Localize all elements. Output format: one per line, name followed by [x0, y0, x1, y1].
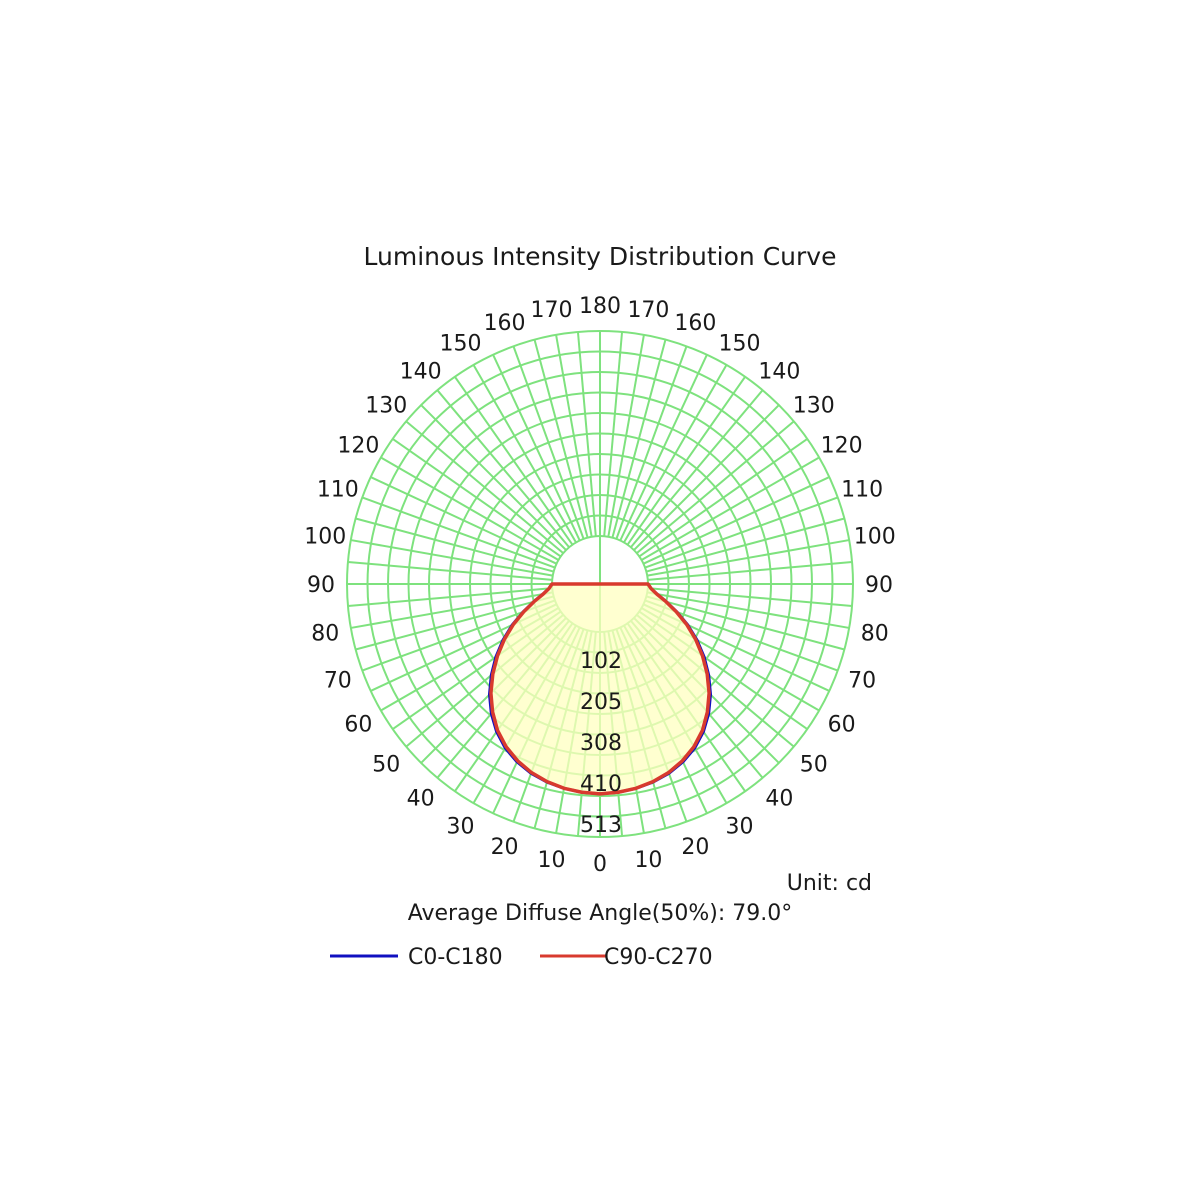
angle-label: 60 — [828, 713, 856, 738]
unit-label: Unit: cd — [787, 871, 872, 896]
series-curve-c90-c270 — [489, 582, 711, 796]
grid-spoke — [607, 334, 645, 537]
angle-label: 110 — [841, 478, 883, 503]
grid-spoke — [646, 595, 845, 651]
grid-spoke — [647, 587, 853, 608]
grid-spoke — [355, 517, 554, 573]
angle-label: 150 — [440, 331, 482, 356]
angle-label: 110 — [317, 478, 359, 503]
angle-label: 10 — [634, 848, 662, 873]
angle-label: 150 — [719, 331, 761, 356]
angle-label: 180 — [579, 294, 621, 319]
grid-spoke — [643, 476, 830, 565]
grid-spoke — [638, 438, 808, 558]
angle-label: 160 — [674, 311, 716, 336]
grid-spoke — [630, 389, 764, 548]
angle-label: 60 — [344, 713, 372, 738]
grid-spoke — [492, 354, 581, 541]
chart-title: Luminous Intensity Distribution Curve — [364, 242, 837, 271]
grid-spoke — [405, 420, 564, 554]
angle-label: 30 — [726, 815, 754, 840]
grid-spoke — [454, 376, 574, 546]
grid-spoke — [641, 456, 820, 561]
grid-spoke — [350, 539, 553, 577]
grid-spoke — [623, 364, 728, 543]
grid-spoke — [370, 476, 557, 565]
grid-spoke — [647, 539, 850, 577]
angle-label: 100 — [304, 525, 346, 550]
angle-label: 0 — [593, 852, 607, 877]
series-curves — [487, 582, 713, 796]
grid-spoke — [472, 364, 577, 543]
angle-label: 130 — [365, 394, 407, 419]
angle-label: 170 — [531, 298, 573, 323]
grid-spoke — [636, 420, 795, 554]
grid-spoke — [615, 345, 688, 540]
grid-spoke — [647, 591, 850, 629]
angle-label: 70 — [324, 668, 352, 693]
grid-spoke — [644, 496, 839, 569]
grid-spoke — [647, 560, 853, 581]
grid-spoke — [347, 587, 553, 608]
grid-spoke — [619, 354, 708, 541]
angle-label: 50 — [372, 752, 400, 777]
angle-label: 20 — [681, 835, 709, 860]
ring-tick-label: 513 — [580, 813, 622, 838]
grid-spoke — [603, 331, 624, 537]
angle-label: 80 — [311, 621, 339, 646]
angle-label: 20 — [491, 835, 519, 860]
angle-label: 90 — [307, 573, 335, 598]
ring-tick-label: 410 — [580, 772, 622, 797]
angle-label: 140 — [758, 359, 800, 384]
grid-spoke — [436, 389, 570, 548]
legend-label-c90-c270: C90-C270 — [604, 945, 713, 970]
grid-spoke — [611, 339, 667, 538]
grid-spoke — [633, 404, 780, 551]
grid-spoke — [646, 517, 845, 573]
intensity-fill — [489, 584, 711, 794]
ring-tick-label: 102 — [580, 649, 622, 674]
grid-spoke — [576, 331, 597, 537]
angle-label: 10 — [538, 848, 566, 873]
angle-label: 90 — [865, 573, 893, 598]
grid-spoke — [392, 438, 562, 558]
legend: C0-C180 C90-C270 — [330, 945, 713, 970]
angle-label: 70 — [848, 668, 876, 693]
angle-label: 140 — [400, 359, 442, 384]
angle-label: 40 — [407, 787, 435, 812]
angle-label: 40 — [765, 787, 793, 812]
angle-label: 50 — [800, 752, 828, 777]
grid-spoke — [626, 376, 746, 546]
ring-tick-label: 205 — [580, 690, 622, 715]
angle-label: 160 — [484, 311, 526, 336]
ring-tick-label: 308 — [580, 731, 622, 756]
angle-label: 80 — [861, 621, 889, 646]
ring-labels: 102 205 308 410 513 — [580, 649, 622, 838]
angle-label: 130 — [793, 394, 835, 419]
legend-label-c0-c180: C0-C180 — [408, 945, 503, 970]
diffuse-angle-label: Average Diffuse Angle(50%): 79.0° — [408, 901, 793, 926]
grid-spoke — [361, 496, 556, 569]
grid-spoke — [533, 339, 589, 538]
grid-spoke — [347, 560, 553, 581]
intensity-area — [489, 584, 711, 794]
angle-label: 30 — [447, 815, 475, 840]
angle-label: 100 — [854, 525, 896, 550]
grid-spoke — [355, 595, 554, 651]
angle-labels: 0102030405060708090100110120130140150160… — [304, 294, 896, 877]
angle-label: 170 — [627, 298, 669, 323]
grid-spoke — [555, 334, 593, 537]
angle-label: 120 — [821, 434, 863, 459]
grid-spoke — [420, 404, 567, 551]
grid-spoke — [512, 345, 585, 540]
angle-label: 120 — [337, 434, 379, 459]
grid-spoke — [380, 456, 559, 561]
grid-spoke — [350, 591, 553, 629]
